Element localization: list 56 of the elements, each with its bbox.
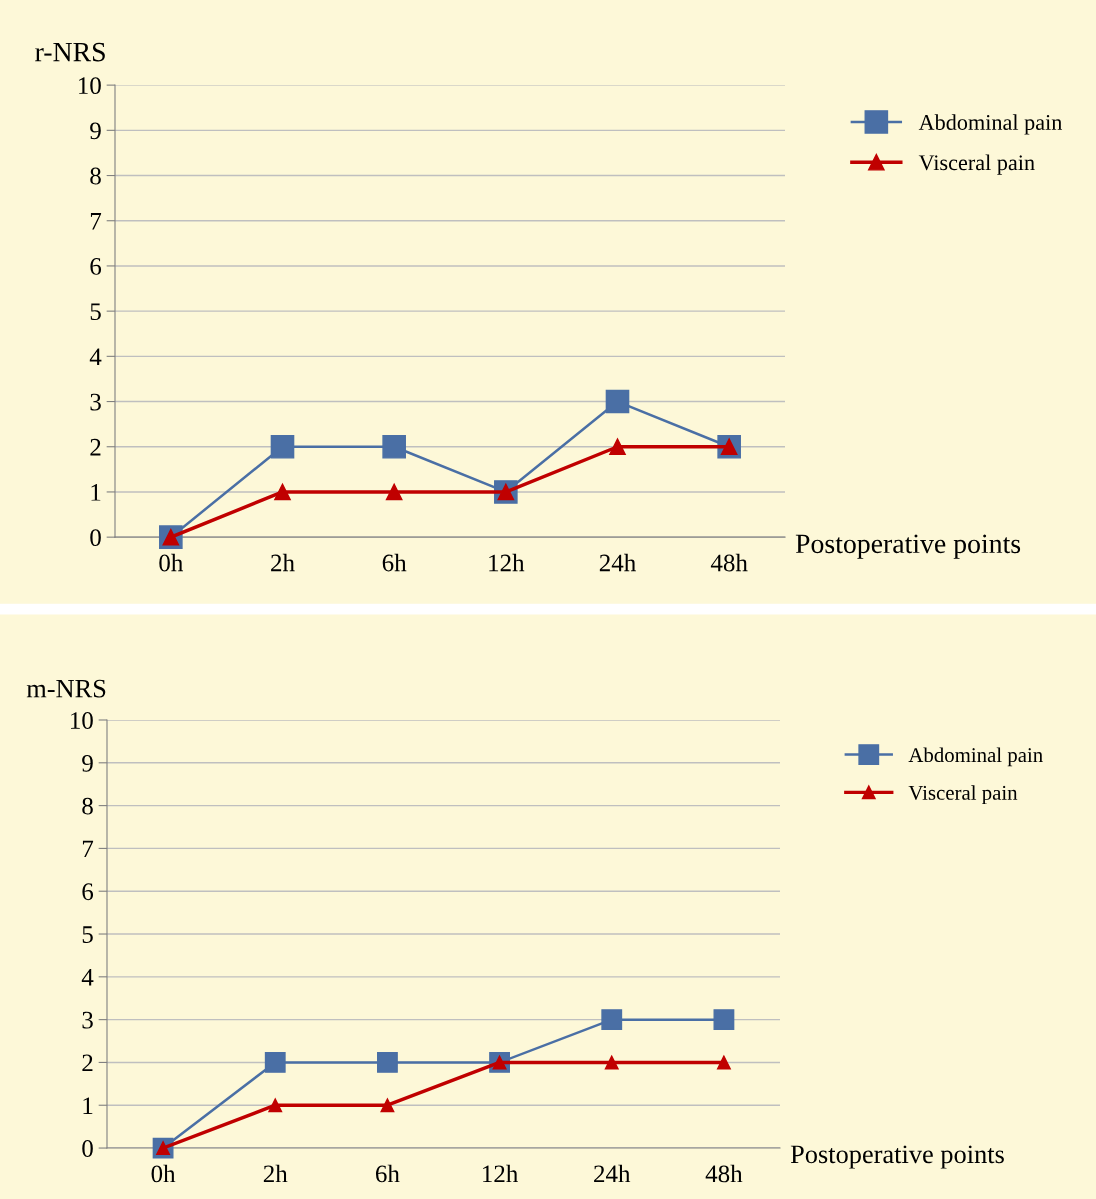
y-tick-label: 9: [82, 754, 93, 772]
y-tick-label: 2: [90, 438, 101, 456]
point: [264, 1052, 286, 1073]
y-tick-label: 3: [82, 1011, 93, 1029]
point: [382, 434, 406, 459]
point: [380, 1098, 395, 1113]
legend-label: Visceral pain: [908, 785, 1018, 805]
point: [270, 434, 295, 459]
y-axis-title: r-NRS: [35, 42, 105, 62]
x-tick-label: 12h: [489, 553, 525, 572]
point: [716, 1055, 731, 1070]
y-axis-title: m-NRS: [26, 679, 106, 698]
point: [376, 1052, 398, 1073]
x-axis-title: Postoperative points: [795, 534, 1021, 559]
y-tick-label: 6: [90, 258, 102, 275]
x-tick-label: 2h: [271, 553, 295, 572]
y-tick-label: 0: [82, 1140, 93, 1157]
legend-label: Abdominal pain: [908, 747, 1043, 767]
y-tick-label: 2: [82, 1054, 93, 1072]
point: [268, 1098, 283, 1113]
y-tick-label: 3: [90, 393, 101, 411]
point: [609, 438, 626, 456]
x-tick-label: 6h: [375, 1164, 400, 1183]
y-tick-label: 5: [82, 926, 93, 943]
x-axis-title: Postoperative points: [790, 1145, 1004, 1169]
y-tick-label: 4: [81, 969, 94, 986]
y-tick-label: 7: [82, 840, 94, 858]
x-tick-label: 0h: [159, 553, 184, 572]
point: [601, 1009, 623, 1031]
y-tick-label: 5: [90, 303, 101, 321]
y-tick-label: 10: [79, 77, 101, 95]
point: [274, 483, 291, 501]
x-tick-label: 6h: [382, 553, 407, 572]
legend-label: Abdominal pain: [918, 114, 1063, 135]
x-tick-label: 48h: [705, 1164, 743, 1183]
point: [604, 1055, 619, 1070]
y-tick-label: 1: [91, 484, 101, 501]
y-tick-label: 8: [90, 167, 101, 185]
x-tick-label: 24h: [594, 1164, 631, 1183]
y-tick-label: 0: [90, 529, 101, 547]
x-tick-label: 0h: [151, 1164, 176, 1183]
x-tick-label: 12h: [483, 1164, 519, 1183]
point: [713, 1009, 735, 1031]
y-tick-label: 4: [89, 348, 102, 366]
y-tick-label: 8: [82, 797, 93, 815]
y-tick-label: 6: [82, 883, 94, 901]
legend-label: Visceral pain: [918, 154, 1035, 175]
y-tick-label: 1: [83, 1097, 93, 1114]
point: [385, 483, 403, 501]
y-tick-label: 10: [71, 712, 93, 729]
y-tick-label: 7: [90, 213, 102, 230]
point: [605, 389, 630, 414]
y-tick-label: 9: [90, 122, 101, 140]
x-tick-label: 48h: [710, 553, 748, 572]
x-tick-label: 24h: [599, 553, 636, 572]
x-tick-label: 2h: [263, 1164, 288, 1183]
